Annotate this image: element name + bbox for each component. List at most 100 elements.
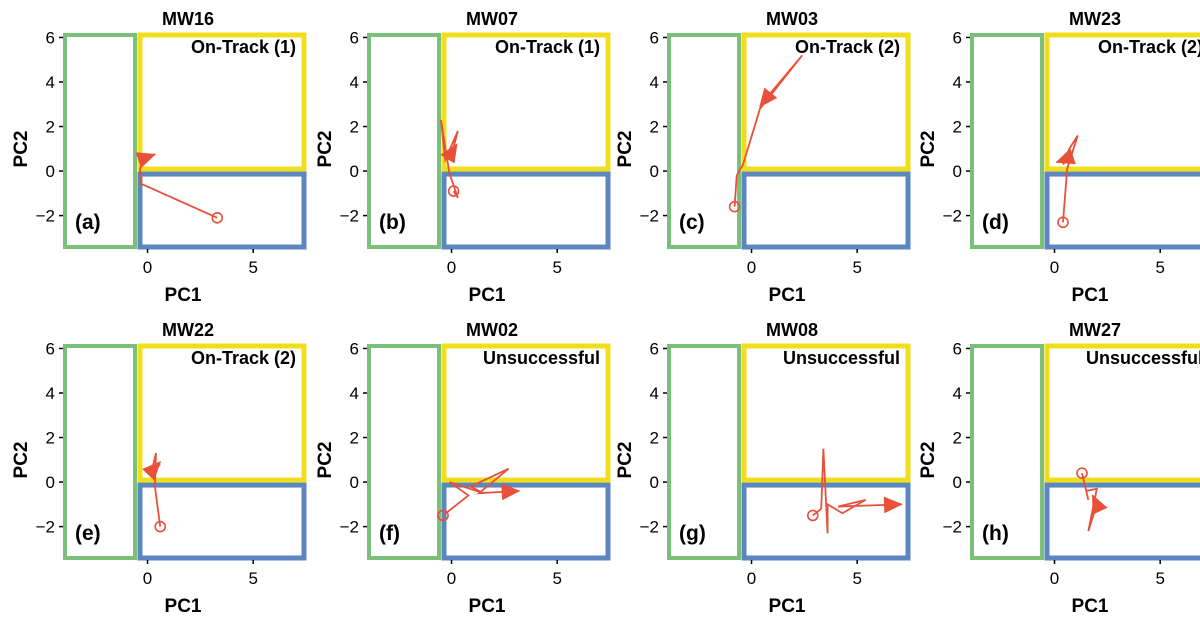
panel-label: (c) (679, 211, 705, 234)
y-axis-label: PC2 (11, 442, 32, 479)
trajectory-end-arrow (440, 143, 458, 164)
y-tick-label: 0 (953, 162, 962, 181)
y-tick-label: 6 (650, 339, 659, 358)
y-tick-label: 2 (953, 429, 962, 448)
x-tick-label: 5 (852, 569, 861, 588)
x-axis-label: PC1 (769, 285, 806, 306)
y-tick-label: 4 (350, 384, 359, 403)
y-axis-label: PC2 (615, 131, 636, 168)
region-yellow (441, 32, 611, 172)
status-label: On-Track (2) (795, 37, 900, 57)
y-tick-label: −2 (640, 518, 659, 537)
y-tick-label: −2 (943, 207, 962, 226)
panel-label: (h) (982, 522, 1009, 545)
region-blue (741, 171, 911, 250)
trajectory-start-marker (437, 509, 449, 522)
y-tick-label: −2 (640, 207, 659, 226)
x-axis-label: PC1 (1072, 596, 1109, 617)
panel-title: MW07 (466, 9, 518, 29)
status-label: On-Track (1) (191, 37, 296, 57)
x-tick-label: 0 (447, 569, 456, 588)
trajectory-end-arrow (501, 483, 521, 501)
y-axis-label: PC2 (315, 131, 336, 168)
y-tick-label: 6 (953, 28, 962, 47)
region-yellow (1044, 32, 1200, 172)
y-tick-label: 4 (46, 73, 55, 92)
y-tick-label: 6 (650, 28, 659, 47)
y-tick-label: 2 (46, 118, 55, 137)
trajectory-line (139, 153, 218, 219)
region-yellow (741, 32, 911, 172)
trajectory-end-arrow (1092, 494, 1108, 515)
y-tick-label: 4 (46, 384, 55, 403)
chart-panel-d: 6 4 2 0 −2 0 5 MW23 PC1 PC2 (d) On-Track (2) (918, 9, 1200, 306)
region-green (63, 344, 138, 560)
x-tick-label: 5 (852, 258, 861, 277)
region-green (367, 344, 442, 560)
region-green (367, 33, 442, 249)
trajectory-end-arrow (883, 496, 903, 514)
region-yellow (741, 343, 911, 483)
trajectory-start-marker (211, 212, 224, 224)
x-axis-label: PC1 (469, 596, 506, 617)
y-tick-label: 0 (953, 473, 962, 492)
y-tick-label: 4 (650, 73, 659, 92)
y-tick-label: 0 (350, 162, 359, 181)
y-axis-label: PC2 (11, 131, 32, 168)
x-axis-label: PC1 (469, 285, 506, 306)
x-tick-label: 0 (143, 258, 152, 277)
trajectory-start-marker (1076, 467, 1088, 479)
x-tick-label: 0 (747, 258, 756, 277)
y-tick-label: −2 (36, 207, 55, 226)
x-axis-label: PC1 (1072, 285, 1109, 306)
status-label: On-Track (2) (191, 348, 296, 368)
y-tick-label: 2 (650, 118, 659, 137)
trajectory-start-marker (154, 520, 166, 533)
y-tick-label: −2 (36, 518, 55, 537)
y-tick-label: −2 (340, 207, 359, 226)
y-tick-label: 6 (350, 339, 359, 358)
region-green (970, 344, 1045, 560)
y-tick-label: 0 (350, 473, 359, 492)
region-blue (137, 171, 307, 250)
y-axis-label: PC2 (918, 131, 939, 168)
x-axis-label: PC1 (769, 596, 806, 617)
region-blue (137, 482, 307, 561)
region-yellow (1044, 343, 1200, 483)
region-green (63, 33, 138, 249)
trajectory-start-marker (1057, 216, 1069, 229)
trajectory-line (1056, 134, 1079, 223)
x-tick-label: 5 (552, 258, 561, 277)
panel-title: MW27 (1069, 320, 1121, 340)
chart-panel-a: 6 4 2 0 −2 0 5 MW16 PC1 PC2 (a) On-Track (1) (11, 9, 307, 306)
chart-panel-c: 6 4 2 0 −2 0 5 MW03 PC1 PC2 (c) On-Track (2) (615, 9, 911, 306)
y-tick-label: 4 (650, 384, 659, 403)
trajectory-end-arrow (142, 461, 162, 481)
trajectory-end-arrow (135, 152, 157, 168)
x-axis-label: PC1 (165, 285, 202, 306)
y-tick-label: −2 (340, 518, 359, 537)
y-tick-label: 6 (46, 339, 55, 358)
status-label: Unsuccessful (1086, 348, 1200, 368)
y-tick-label: 2 (350, 429, 359, 448)
trajectory-end-arrow (1055, 148, 1076, 165)
y-axis-label: PC2 (918, 442, 939, 479)
chart-panel-f: 6 4 2 0 −2 0 5 MW02 PC1 PC2 (f) Unsuccessful (315, 320, 611, 617)
trajectory-line (812, 448, 902, 534)
trajectory-line (442, 467, 520, 517)
trajectory-start-marker (447, 185, 460, 197)
y-tick-label: 0 (46, 473, 55, 492)
x-tick-label: 0 (747, 569, 756, 588)
x-axis-label: PC1 (165, 596, 202, 617)
y-tick-label: 2 (650, 429, 659, 448)
y-tick-label: 6 (953, 339, 962, 358)
x-tick-label: 0 (143, 569, 152, 588)
chart-panel-e: 6 4 2 0 −2 0 5 MW22 PC1 PC2 (e) On-Track (2) (11, 320, 307, 617)
y-tick-label: 4 (953, 384, 962, 403)
region-yellow (137, 343, 307, 483)
status-label: On-Track (1) (495, 37, 600, 57)
panel-title: MW02 (466, 320, 518, 340)
chart-panel-g: 6 4 2 0 −2 0 5 MW08 PC1 PC2 (g) Unsuccessful (615, 320, 911, 617)
region-green (970, 33, 1045, 249)
